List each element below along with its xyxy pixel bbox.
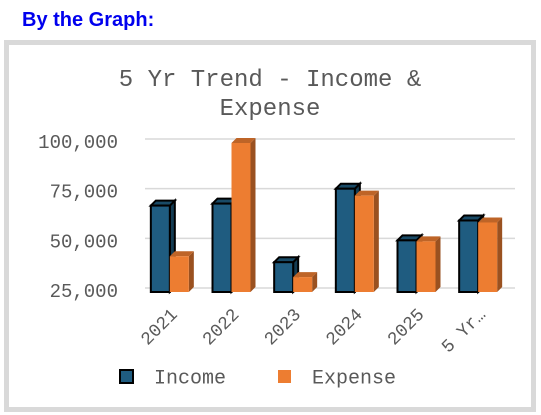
legend-label: Income — [154, 367, 226, 390]
x-tick-label: 2023 — [261, 305, 306, 350]
bar-side — [250, 138, 256, 292]
bar-front — [334, 187, 356, 293]
bar — [354, 190, 379, 292]
bar-front — [169, 256, 189, 292]
y-tick-label: 50,000 — [50, 231, 118, 253]
bar-front — [273, 261, 295, 294]
legend-swatch — [119, 369, 134, 384]
bar — [416, 236, 441, 292]
bar-side — [373, 190, 379, 292]
bar-side — [497, 217, 503, 292]
heading: By the Graph: — [22, 9, 155, 31]
bar-top — [354, 190, 379, 196]
bar-front — [149, 204, 171, 293]
bar-top — [478, 217, 503, 223]
bar-front — [354, 195, 374, 292]
bar-side — [188, 251, 194, 292]
y-tick-label: 25,000 — [50, 281, 118, 303]
bar — [169, 251, 194, 292]
bar-top — [169, 251, 194, 257]
bar — [478, 217, 503, 292]
bar-top — [416, 236, 441, 242]
x-tick-label: 2022 — [199, 305, 244, 350]
bar-side — [312, 272, 318, 292]
chart-frame — [4, 40, 536, 412]
legend-swatch — [278, 370, 291, 383]
bar-front — [293, 277, 313, 292]
x-tick-label: 2025 — [384, 305, 429, 350]
bar-front — [416, 241, 436, 292]
bar-top — [231, 138, 256, 143]
bar — [293, 272, 318, 292]
x-tick-label: 2021 — [138, 305, 183, 350]
bar-front — [231, 143, 251, 292]
bar-side — [435, 236, 441, 292]
chart-title: 5 Yr Trend - Income & Expense — [118, 67, 422, 123]
x-tick-label: 5 Yr… — [438, 305, 490, 357]
bar-front — [458, 219, 480, 293]
x-tick-label: 2024 — [323, 305, 368, 350]
bar-top — [293, 272, 318, 278]
legend-label: Expense — [312, 367, 396, 390]
bar-front — [478, 222, 498, 292]
y-tick-label: 100,000 — [38, 132, 118, 154]
bar-front — [396, 239, 418, 293]
bar — [231, 138, 256, 292]
bar-front — [211, 202, 233, 294]
y-tick-label: 75,000 — [50, 182, 118, 204]
